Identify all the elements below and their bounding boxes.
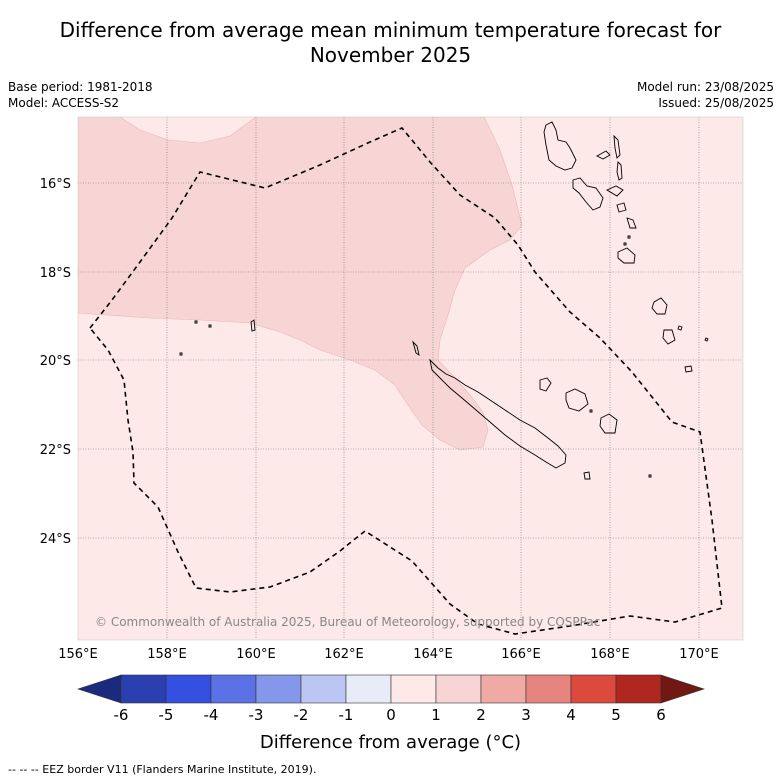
island-small-3 [194,320,198,324]
island-efate [617,247,636,264]
colorbar-tick-label: -5 [159,706,174,724]
lon-label-164e: 164°E [413,647,453,662]
lon-labels: 156°E 158°E 160°E 162°E 164°E 166°E 168°… [58,647,719,662]
lat-label-18s: 18°S [40,266,71,281]
colorbar-extend-high [660,674,705,704]
model-run: Model run: 23/08/2025 [636,80,774,94]
island-small-2 [627,235,631,239]
island-aneityum [684,365,693,373]
colorbar-tick-label: 2 [476,706,486,724]
lon-label-162e: 162°E [324,647,364,662]
island-mare [599,413,618,434]
island-lifou [565,388,589,412]
island-ambae [596,150,611,160]
colorbar-tick-label: 0 [386,706,396,724]
island-small-1 [623,242,627,246]
island-hunter [648,474,652,478]
colorbar-segment [435,674,482,704]
island-espiritu-santo [543,121,577,171]
copyright-text: © Commonwealth of Australia 2025, Bureau… [95,615,600,629]
island-erromango [651,297,668,315]
eez-credit: -- -- -- EEZ border V11 (Flanders Marine… [8,763,317,776]
colorbar-segment [480,674,527,704]
lon-label-160e: 160°E [236,647,276,662]
island-small-5 [179,352,183,356]
island-maewo [613,134,621,159]
vanuatu-islands [543,121,709,373]
colorbar-tick-label: -4 [204,706,219,724]
colorbar-tick-label: -1 [339,706,354,724]
title-line-1: Difference from average mean minimum tem… [59,18,722,42]
lat-label-22s: 22°S [40,443,71,458]
island-belep [412,340,420,356]
base-period: Base period: 1981-2018 [8,80,153,94]
colorbar-segment [390,674,437,704]
meridian-lines [166,117,700,640]
anomaly-region-1-2 [78,117,523,451]
island-ouvea [539,377,552,392]
island-epi [616,202,627,213]
colorbar-segment [165,674,212,704]
new-caledonia [179,319,652,480]
colorbar-tick-label: -6 [114,706,129,724]
model-name: Model: ACCESS-S2 [8,96,120,110]
colorbar-segment [525,674,572,704]
island-futuna [704,337,709,342]
colorbar-tick-label: 5 [611,706,621,724]
lat-label-24s: 24°S [40,532,71,547]
lat-label-16s: 16°S [40,177,71,192]
colorbar-tick-label: -2 [294,706,309,724]
island-aniwa [677,325,683,331]
map-area: © Commonwealth of Australia 2025, Bureau… [78,117,743,640]
colorbar-segment [570,674,617,704]
lon-label-166e: 166°E [501,647,541,662]
colorbar-title: Difference from average (°C) [259,732,522,753]
meta-right: Model run: 23/08/2025 Issued: 25/08/2025 [637,79,774,111]
title-line-2: November 2025 [309,43,472,67]
colorbar-segment [210,674,257,704]
lat-label-20s: 20°S [40,354,71,369]
colorbar-segment [255,674,302,704]
map-frame [77,116,744,641]
map-title: Difference from average mean minimum tem… [0,18,781,68]
colorbar-tick-label: 4 [566,706,576,724]
island-ambrym [606,185,624,197]
colorbar-tick-label: 3 [521,706,531,724]
colorbar: -6 -5 -4 -3 -2 -1 0 1 2 3 4 5 6 [77,674,705,724]
colorbar-segment [120,674,167,704]
colorbar-tick-label: -3 [249,706,264,724]
island-chesterfield [250,319,256,332]
island-tiga [589,409,593,413]
colorbar-segment [300,674,347,704]
island-small-4 [208,324,212,328]
island-shepherds [626,217,637,229]
lon-label-168e: 168°E [590,647,630,662]
island-malakula [572,177,604,211]
colorbar-tick-label: 1 [431,706,441,724]
parallel-lines [78,182,743,539]
meta-left: Base period: 1981-2018 Model: ACCESS-S2 [8,79,153,111]
island-grande-terre [429,358,567,469]
lon-label-158e: 158°E [147,647,187,662]
island-isle-of-pines [583,471,591,480]
lon-label-156e: 156°E [58,647,98,662]
eez-border [88,127,723,635]
island-pentecost [616,161,623,181]
colorbar-extend-low [77,674,122,704]
colorbar-segment [345,674,392,704]
colorbar-tick-label: 6 [656,706,666,724]
lon-label-170e: 170°E [679,647,719,662]
colorbar-segment [615,674,662,704]
lat-labels: 16°S 18°S 20°S 22°S 24°S [40,177,71,547]
island-tanna [662,329,676,345]
issued-date: Issued: 25/08/2025 [658,96,774,110]
